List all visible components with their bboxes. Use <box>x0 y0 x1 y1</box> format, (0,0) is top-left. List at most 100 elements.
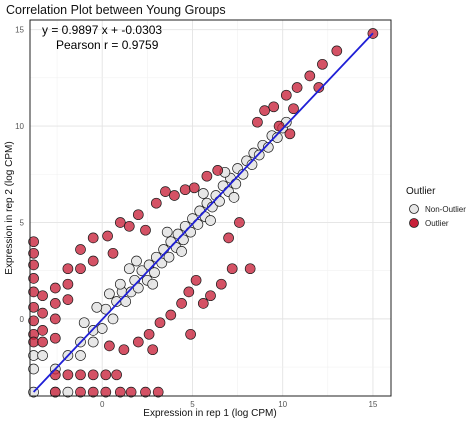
outlier-point <box>123 220 135 232</box>
y-tick-label: 10 <box>15 122 24 131</box>
x-tick-label: 15 <box>368 400 377 409</box>
outlier-point <box>215 278 227 290</box>
regression-equation: y = 0.9897 x + -0.0303 <box>42 23 162 37</box>
outlier-point <box>28 315 39 327</box>
outlier-point <box>49 282 61 294</box>
outlier-point <box>62 278 74 290</box>
outlier-point <box>87 369 99 381</box>
non-outlier-point <box>253 149 265 161</box>
outlier-point <box>62 369 74 381</box>
outlier-point <box>87 255 99 267</box>
outlier-point <box>75 369 86 381</box>
non-outlier-point <box>205 215 216 226</box>
non-outlier-point <box>28 363 39 375</box>
outlier-point <box>62 263 74 275</box>
outlier-point <box>188 182 200 194</box>
outlier-point <box>152 386 164 398</box>
outlier-point <box>132 336 144 348</box>
outlier-point <box>244 263 256 275</box>
outlier-point <box>304 70 316 82</box>
legend-title: Outlier <box>406 186 436 197</box>
outlier-point <box>226 263 238 275</box>
outlier-point <box>87 232 99 244</box>
non-outlier-point <box>147 278 159 290</box>
pearson-coefficient: Pearson r = 0.9759 <box>56 38 159 52</box>
outlier-point <box>37 307 48 319</box>
y-axis-label: Expression in rep 2 (log CPM) <box>4 141 15 274</box>
outlier-point <box>331 45 343 57</box>
non-outlier-point <box>163 251 175 263</box>
outlier-point <box>284 128 296 140</box>
x-tick-label: 5 <box>190 400 195 409</box>
plot-frame <box>29 19 392 397</box>
outlier-point <box>150 197 162 209</box>
outlier-point <box>291 82 303 93</box>
non-outlier-point <box>271 132 283 143</box>
fit-line <box>32 32 374 393</box>
outlier-point <box>140 386 151 398</box>
outlier-point <box>125 386 137 398</box>
non-outlier-point <box>78 317 90 329</box>
outlier-point <box>107 247 119 259</box>
outlier-point <box>28 273 39 284</box>
legend-label-non-outlier: Non-Outlier <box>425 205 466 214</box>
legend-label-outlier: Outlier <box>425 219 449 228</box>
outlier-point <box>132 209 144 221</box>
non-outlier-point <box>96 323 108 334</box>
outlier-point <box>28 301 39 313</box>
outlier-point <box>280 89 292 101</box>
non-outlier-point <box>131 255 142 267</box>
outlier-point <box>185 328 196 340</box>
outlier-point <box>147 344 159 356</box>
outlier-point <box>140 224 151 236</box>
y-tick-label: 0 <box>20 315 25 324</box>
outlier-point <box>49 332 61 344</box>
non-outlier-point <box>214 195 225 207</box>
legend: Outlier Non-Outlier Outlier <box>406 186 466 228</box>
non-outlier-point <box>107 313 119 325</box>
outlier-point <box>201 170 213 182</box>
legend-swatch-non-outlier <box>409 204 419 214</box>
outlier-point <box>252 116 263 128</box>
outlier-point <box>259 105 270 116</box>
x-tick-label: 0 <box>100 400 105 409</box>
chart-title: Correlation Plot between Young Groups <box>6 3 226 17</box>
non-outlier-point <box>161 226 173 238</box>
outlier-point <box>111 369 122 381</box>
outlier-point <box>37 336 48 348</box>
outlier-point <box>114 217 126 228</box>
outlier-point <box>143 328 155 340</box>
y-tick-label: 5 <box>20 218 25 227</box>
outlier-point <box>28 286 39 298</box>
non-outlier-point <box>136 265 148 277</box>
non-outlier-point <box>176 246 187 257</box>
outlier-point <box>49 386 61 398</box>
x-axis-ticks: 0 5 10 15 <box>100 400 378 409</box>
non-outlier-point <box>149 267 160 278</box>
outlier-point <box>176 298 187 309</box>
outlier-point <box>288 103 299 115</box>
non-outlier-point <box>123 263 135 275</box>
non-outlier-point <box>230 178 242 190</box>
outlier-point <box>118 344 130 356</box>
outlier-point <box>100 369 112 381</box>
outlier-point <box>160 186 171 197</box>
outlier-point <box>234 217 245 228</box>
outlier-point <box>102 230 113 242</box>
outlier-point <box>205 290 216 302</box>
y-tick-label: 15 <box>15 26 24 35</box>
non-outlier-point <box>114 278 126 290</box>
outlier-point <box>75 386 86 398</box>
outlier-point <box>75 244 86 255</box>
outlier-point <box>75 263 86 275</box>
outlier-point <box>165 309 177 321</box>
non-outlier-point <box>262 141 274 153</box>
outlier-point <box>28 259 39 271</box>
outlier-point <box>28 236 39 248</box>
non-outlier-point <box>132 282 144 294</box>
outlier-point <box>190 274 202 286</box>
non-outlier-point <box>75 350 86 361</box>
outlier-point <box>183 286 195 298</box>
non-outlier-point <box>91 301 103 313</box>
y-axis-ticks: 0 5 10 15 <box>15 26 24 324</box>
